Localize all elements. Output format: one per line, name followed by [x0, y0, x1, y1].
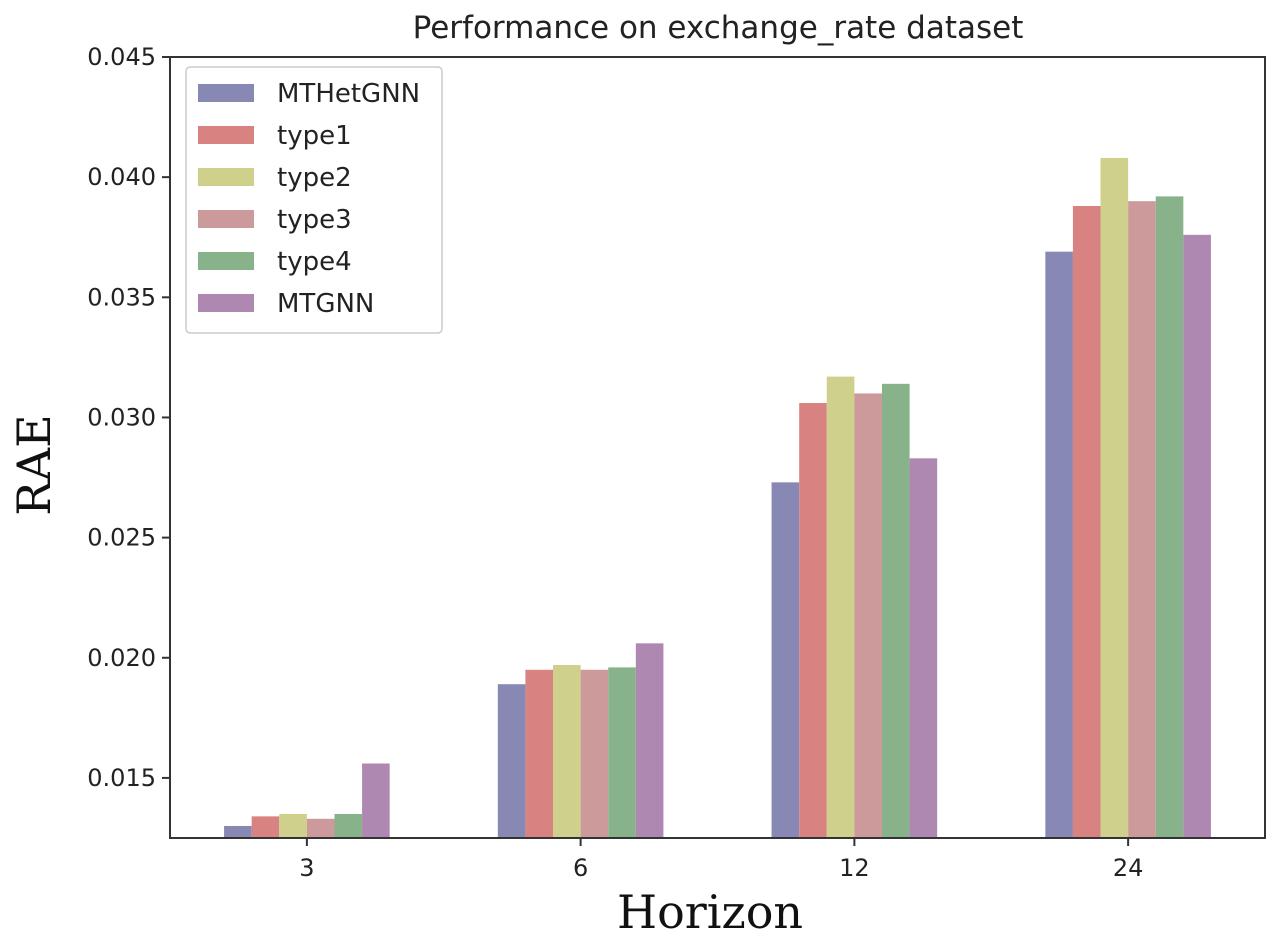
x-tick-label: 6: [573, 854, 588, 882]
bar-type1-horizon-6: [525, 669, 554, 838]
legend-label-type3: type3: [277, 205, 352, 235]
bars-layer: [224, 157, 1211, 839]
legend: MTHetGNN type1 type2 type3 type4 MTGNN: [185, 66, 443, 334]
legend-swatch-type1: [198, 126, 254, 144]
y-axis-ticks: 0.015 0.020 0.025 0.030 0.035 0.040 0.045: [87, 43, 170, 792]
bar-MTHetGNN-horizon-12: [771, 482, 800, 838]
x-axis-label: Horizon: [617, 885, 803, 939]
bar-type4-horizon-3: [334, 813, 363, 838]
x-tick-label: 12: [839, 854, 870, 882]
bar-type2-horizon-6: [553, 664, 581, 838]
bar-type1-horizon-12: [799, 403, 827, 838]
bar-MTHetGNN-horizon-6: [497, 684, 526, 838]
bar-type4-horizon-6: [608, 667, 636, 838]
legend-swatch-type2: [198, 168, 254, 186]
bar-MTGNN-horizon-6: [635, 643, 664, 838]
bar-type3-horizon-12: [854, 393, 882, 838]
legend-label-MTGNN: MTGNN: [277, 289, 374, 319]
legend-swatch-MTHetGNN: [198, 84, 254, 102]
plot-frame: [169, 56, 1266, 839]
bar-type3-horizon-6: [580, 669, 609, 838]
bar-type4-horizon-12: [881, 383, 910, 838]
x-axis-ticks: 3 6 12 24: [299, 838, 1143, 882]
bar-type2-horizon-24: [1100, 157, 1129, 838]
bar-type3-horizon-3: [306, 818, 335, 838]
legend-swatch-type3: [198, 210, 254, 228]
bar-type2-horizon-12: [826, 376, 855, 838]
y-tick-label: 0.040: [87, 163, 156, 191]
y-tick-label: 0.030: [87, 403, 156, 431]
bar-MTGNN-horizon-12: [909, 458, 938, 838]
legend-label-MTHetGNN: MTHetGNN: [277, 79, 420, 109]
bar-type3-horizon-24: [1128, 201, 1156, 838]
y-tick-label: 0.045: [87, 43, 156, 71]
y-axis-label: RAE: [7, 414, 61, 515]
bar-MTGNN-horizon-24: [1183, 234, 1211, 838]
y-tick-label: 0.015: [87, 764, 156, 792]
legend-swatch-type4: [198, 252, 254, 270]
legend-label-type4: type4: [277, 247, 352, 277]
legend-label-type1: type1: [277, 121, 352, 151]
bar-type1-horizon-3: [251, 816, 280, 838]
x-tick-label: 3: [299, 854, 314, 882]
legend-swatch-MTGNN: [198, 294, 254, 312]
bar-MTHetGNN-horizon-3: [224, 825, 252, 838]
y-tick-label: 0.020: [87, 644, 156, 672]
bar-type2-horizon-3: [279, 813, 307, 838]
y-tick-label: 0.025: [87, 524, 156, 552]
bar-MTHetGNN-horizon-24: [1045, 251, 1073, 838]
bar-type4-horizon-24: [1155, 196, 1184, 838]
x-tick-label: 24: [1113, 854, 1144, 882]
bar-MTGNN-horizon-3: [362, 763, 390, 838]
bar-type1-horizon-24: [1072, 205, 1101, 839]
legend-label-type2: type2: [277, 163, 352, 193]
chart-title: Performance on exchange_rate dataset: [413, 10, 1024, 46]
y-tick-label: 0.035: [87, 283, 156, 311]
